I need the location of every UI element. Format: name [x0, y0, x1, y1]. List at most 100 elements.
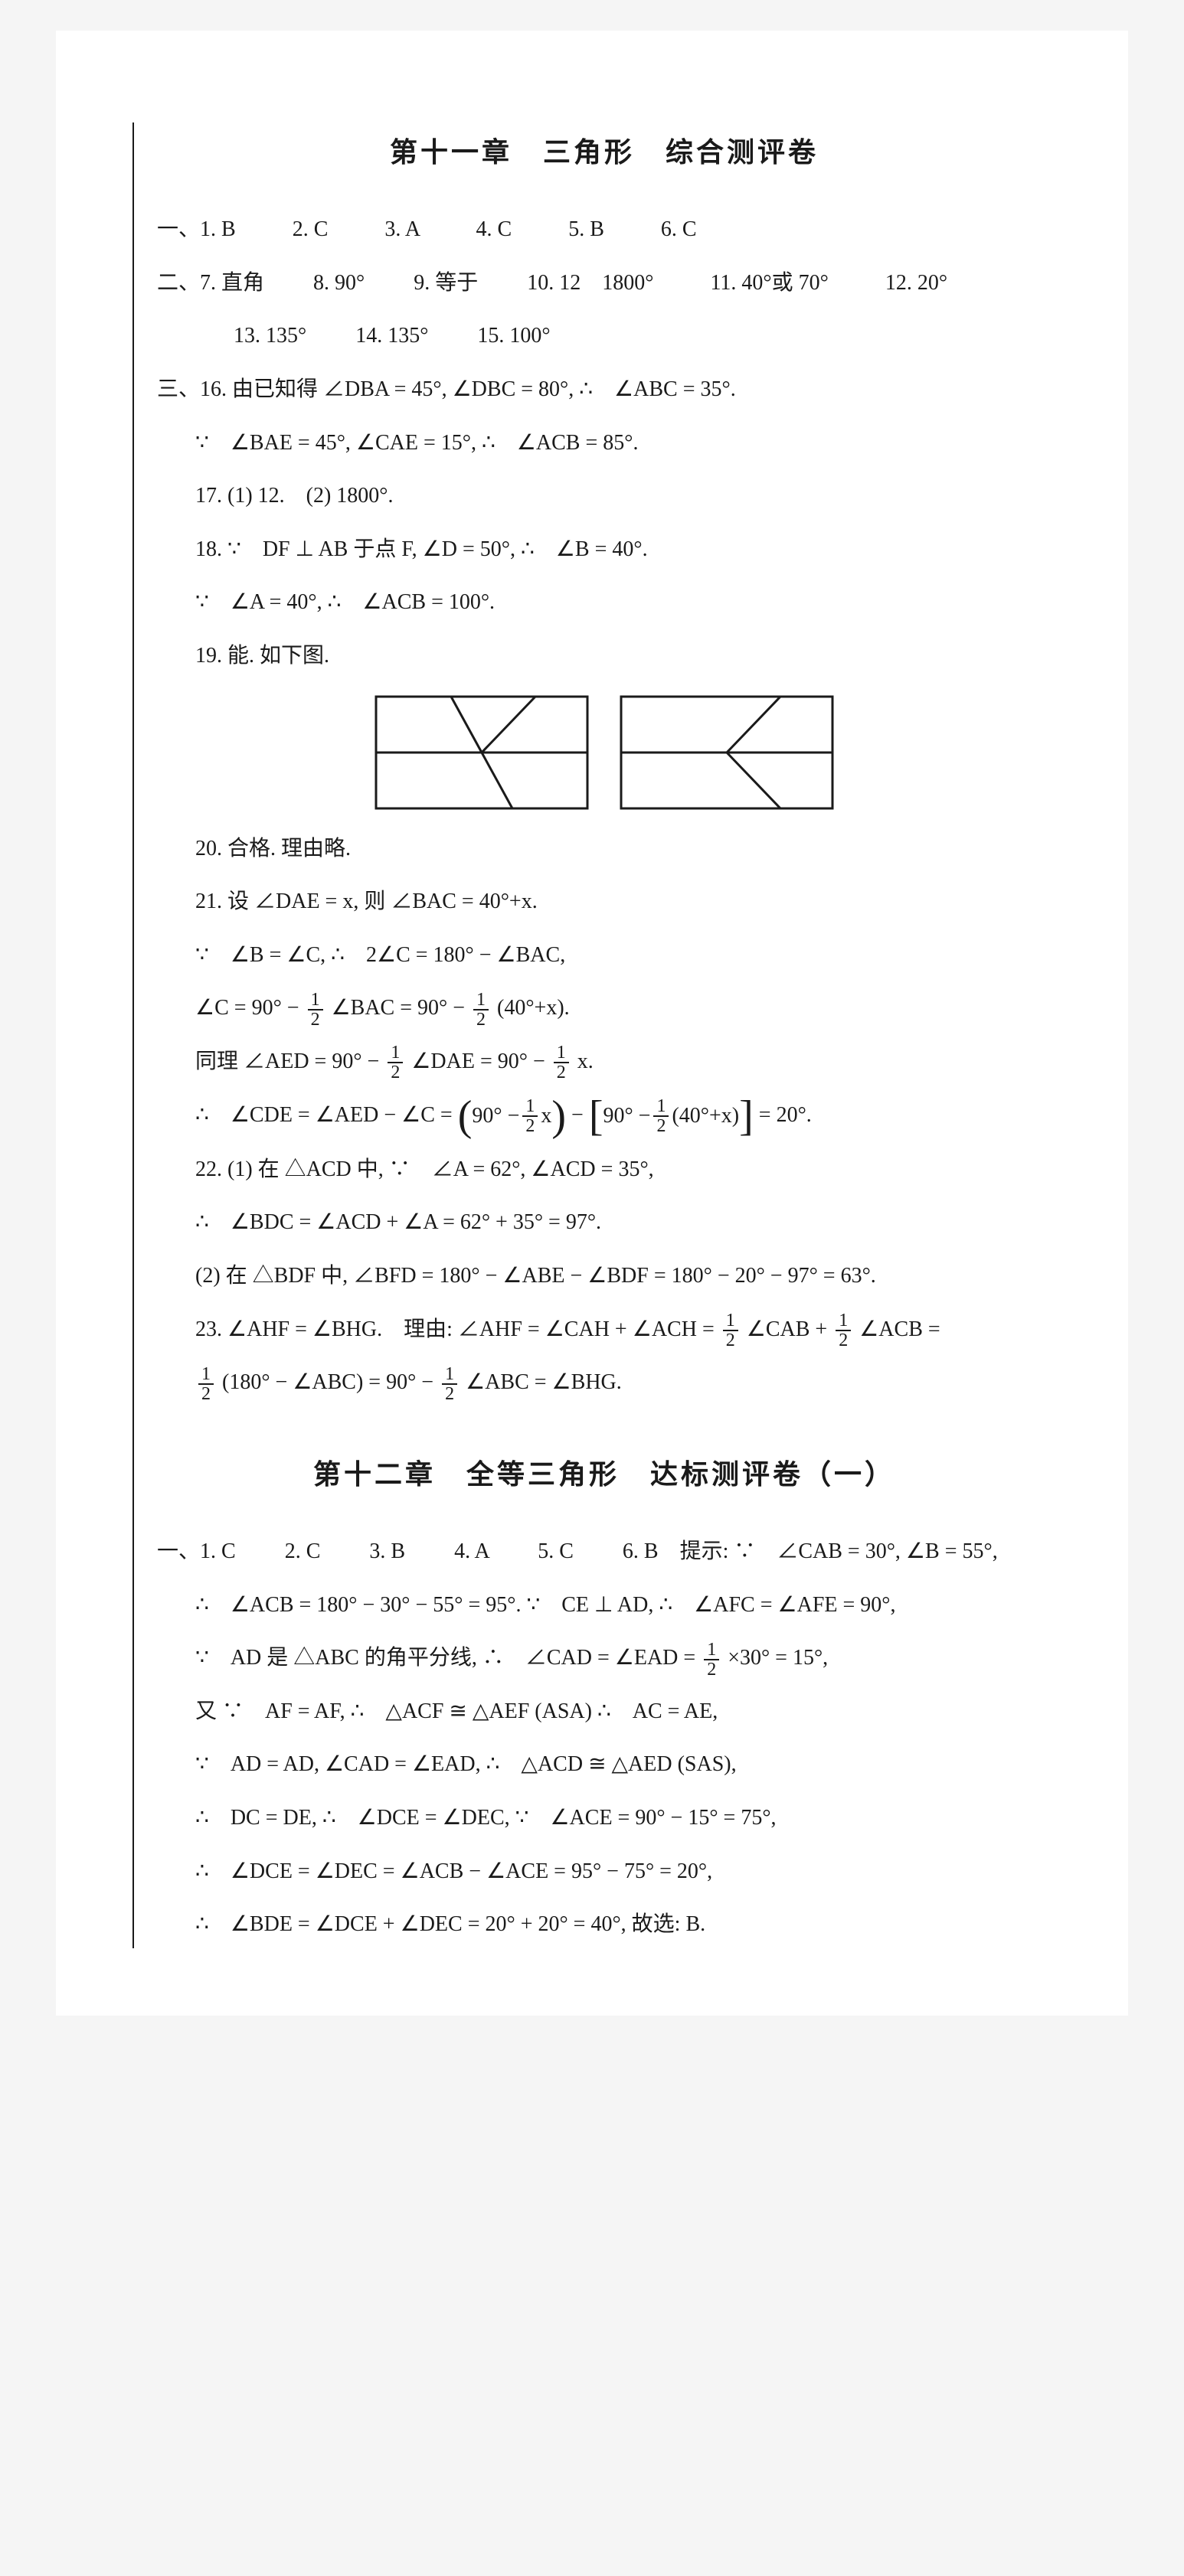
q21-l4b: ∠DAE = 90° −	[411, 1050, 550, 1073]
q20: 20. 合格. 理由略.	[157, 825, 1052, 873]
section1-line1: 一、1. B 2. C 3. A 4. C 5. B 6. C	[157, 206, 1052, 253]
q19-figure1	[374, 695, 589, 810]
q23-l1c: ∠ACB =	[859, 1317, 940, 1341]
q18-line2: ∵ ∠A = 40°, ∴ ∠ACB = 100°.	[157, 579, 1052, 626]
q16-line2: ∵ ∠BAE = 45°, ∠CAE = 15°, ∴ ∠ACB = 85°.	[157, 420, 1052, 467]
c2-l5: ∵ AD = AD, ∠CAD = ∠EAD, ∴ △ACD ≅ △AED (S…	[195, 1752, 737, 1776]
q21-l1: 21. 设 ∠DAE = x, 则 ∠BAC = 40°+x.	[195, 890, 538, 913]
page-root: 第十一章 三角形 综合测评卷 一、1. B 2. C 3. A 4. C 5. …	[56, 31, 1128, 2016]
q21-l4c: x.	[577, 1050, 594, 1073]
c2-l7: ∴ ∠DCE = ∠DEC = ∠ACB − ∠ACE = 95° − 75° …	[195, 1859, 712, 1883]
q23-l1b: ∠CAB +	[747, 1317, 832, 1341]
q21-l5b: 90° −	[472, 1092, 519, 1140]
q22-l2: ∴ ∠BDC = ∠ACD + ∠A = 62° + 35° = 97°.	[195, 1210, 601, 1234]
frac-1-2: 12	[836, 1311, 851, 1350]
q22-l3: (2) 在 △BDF 中, ∠BFD = 180° − ∠ABE − ∠BDF …	[195, 1264, 876, 1288]
q15: 15. 100°	[477, 324, 550, 348]
q21-l5a: ∴ ∠CDE = ∠AED − ∠C =	[195, 1103, 458, 1127]
q22-line3: (2) 在 △BDF 中, ∠BFD = 180° − ∠ABE − ∠BDF …	[157, 1252, 1052, 1300]
q21-l3b: ∠BAC = 90° −	[332, 996, 470, 1020]
q23-l2a: (180° − ∠ABC) = 90° −	[222, 1370, 439, 1394]
c2-l8: ∴ ∠BDE = ∠DCE + ∠DEC = 20° + 20° = 40°, …	[195, 1912, 705, 1936]
chapter1-title: 第十一章 三角形 综合测评卷	[157, 122, 1052, 183]
c2-q3: 3. B	[369, 1539, 405, 1563]
c2-line2: ∴ ∠ACB = 180° − 30° − 55° = 95°. ∵ CE ⊥ …	[157, 1582, 1052, 1629]
q18-l2: ∵ ∠A = 40°, ∴ ∠ACB = 100°.	[195, 590, 495, 614]
content-area: 第十一章 三角形 综合测评卷 一、1. B 2. C 3. A 4. C 5. …	[132, 122, 1052, 1948]
q18-l1: 18. ∵ DF ⊥ AB 于点 F, ∠D = 50°, ∴ ∠B = 40°…	[195, 537, 648, 561]
rparen: )	[551, 1095, 566, 1138]
q12: 12. 20°	[885, 271, 947, 295]
c2-l3a: ∵ AD 是 △ABC 的角平分线, ∴ ∠CAD = ∠EAD =	[195, 1646, 701, 1670]
c2-q4: 4. A	[454, 1539, 489, 1563]
q21-l5c: x	[541, 1092, 551, 1140]
c2-q6: 6. B 提示: ∵ ∠CAB = 30°, ∠B = 55°,	[623, 1539, 998, 1563]
q23-l2b: ∠ABC = ∠BHG.	[466, 1370, 622, 1394]
frac-1-2: 12	[723, 1311, 738, 1350]
q22-l1: 22. (1) 在 △ACD 中, ∵ ∠A = 62°, ∠ACD = 35°…	[195, 1157, 654, 1181]
c2-line5: ∵ AD = AD, ∠CAD = ∠EAD, ∴ △ACD ≅ △AED (S…	[157, 1741, 1052, 1788]
q19-figures	[157, 695, 1052, 810]
frac-1-2: 12	[473, 991, 489, 1029]
section3-prefix: 三、	[157, 377, 200, 401]
rbracket: ]	[739, 1095, 754, 1138]
c2-line7: ∴ ∠DCE = ∠DEC = ∠ACB − ∠ACE = 95° − 75° …	[157, 1848, 1052, 1895]
section2-line2: 13. 135° 14. 135° 15. 100°	[157, 312, 1052, 360]
q21-line3: ∠C = 90° − 12 ∠BAC = 90° − 12 (40°+x).	[157, 984, 1052, 1032]
q3: 3. A	[384, 217, 419, 241]
q9: 9. 等于	[414, 271, 478, 295]
q17: 17. (1) 12. (2) 1800°.	[157, 472, 1052, 520]
c2-section1-prefix: 一、	[157, 1539, 200, 1563]
q21-line5: ∴ ∠CDE = ∠AED − ∠C = ( 90° − 12 x ) − [ …	[157, 1092, 1052, 1140]
frac-1-2: 12	[522, 1097, 538, 1135]
chapter2-title: 第十二章 全等三角形 达标测评卷（一）	[157, 1445, 1052, 1505]
q21-l3a: ∠C = 90° −	[195, 996, 305, 1020]
c2-l6: ∴ DC = DE, ∴ ∠DCE = ∠DEC, ∵ ∠ACE = 90° −…	[195, 1806, 777, 1830]
q13: 13. 135°	[234, 324, 306, 348]
section2-line1: 二、7. 直角 8. 90° 9. 等于 10. 12 1800° 11. 40…	[157, 260, 1052, 307]
q14: 14. 135°	[355, 324, 428, 348]
q21-l4a: 同理 ∠AED = 90° −	[195, 1050, 384, 1073]
q21-l3c: (40°+x).	[497, 996, 570, 1020]
frac-1-2: 12	[198, 1365, 214, 1403]
q7: 7. 直角	[200, 271, 264, 295]
q19: 19. 能. 如下图.	[157, 632, 1052, 680]
c2-line3: ∵ AD 是 △ABC 的角平分线, ∴ ∠CAD = ∠EAD = 12 ×3…	[157, 1634, 1052, 1682]
q6: 6. C	[661, 217, 697, 241]
q2: 2. C	[293, 217, 329, 241]
q22-line2: ∴ ∠BDC = ∠ACD + ∠A = 62° + 35° = 97°.	[157, 1199, 1052, 1246]
q8: 8. 90°	[313, 271, 365, 295]
c2-section1-line1: 一、1. C 2. C 3. B 4. A 5. C 6. B 提示: ∵ ∠C…	[157, 1528, 1052, 1575]
q21-l5g: = 20°.	[759, 1103, 812, 1127]
q21-l5d: −	[571, 1103, 589, 1127]
c2-line4: 又 ∵ AF = AF, ∴ △ACF ≅ △AEF (ASA) ∴ AC = …	[157, 1688, 1052, 1735]
q20-text: 20. 合格. 理由略.	[195, 837, 351, 860]
q22-line1: 22. (1) 在 △ACD 中, ∵ ∠A = 62°, ∠ACD = 35°…	[157, 1146, 1052, 1193]
q4: 4. C	[476, 217, 512, 241]
frac-1-2: 12	[554, 1043, 569, 1082]
q21-l5e: 90° −	[603, 1092, 650, 1140]
q11: 11. 40°或 70°	[710, 271, 828, 295]
frac-1-2: 12	[653, 1097, 669, 1135]
q10: 10. 12 1800°	[527, 271, 653, 295]
c2-l4: 又 ∵ AF = AF, ∴ △ACF ≅ △AEF (ASA) ∴ AC = …	[195, 1699, 718, 1723]
q21-l2: ∵ ∠B = ∠C, ∴ 2∠C = 180° − ∠BAC,	[195, 943, 565, 967]
q16-line1: 三、16. 由已知得 ∠DBA = 45°, ∠DBC = 80°, ∴ ∠AB…	[157, 366, 1052, 413]
q23-line2: 12 (180° − ∠ABC) = 90° − 12 ∠ABC = ∠BHG.	[157, 1359, 1052, 1406]
c2-line8: ∴ ∠BDE = ∠DCE + ∠DEC = 20° + 20° = 40°, …	[157, 1901, 1052, 1948]
q23-line1: 23. ∠AHF = ∠BHG. 理由: ∠AHF = ∠CAH + ∠ACH …	[157, 1306, 1052, 1353]
c2-l3b: ×30° = 15°,	[728, 1646, 828, 1670]
lparen: (	[458, 1095, 473, 1138]
q23-l1a: 23. ∠AHF = ∠BHG. 理由: ∠AHF = ∠CAH + ∠ACH …	[195, 1317, 720, 1341]
c2-q1: 1. C	[200, 1539, 236, 1563]
frac-1-2: 12	[442, 1365, 457, 1403]
q21-line2: ∵ ∠B = ∠C, ∴ 2∠C = 180° − ∠BAC,	[157, 932, 1052, 979]
lbracket: [	[589, 1095, 603, 1138]
q17-text: 17. (1) 12. (2) 1800°.	[195, 484, 394, 508]
q1: 1. B	[200, 217, 236, 241]
c2-l2: ∴ ∠ACB = 180° − 30° − 55° = 95°. ∵ CE ⊥ …	[195, 1593, 896, 1617]
frac-1-2: 12	[388, 1043, 403, 1082]
q21-l5f: (40°+x)	[672, 1092, 739, 1140]
q5: 5. B	[568, 217, 604, 241]
q19-text: 19. 能. 如下图.	[195, 644, 329, 668]
